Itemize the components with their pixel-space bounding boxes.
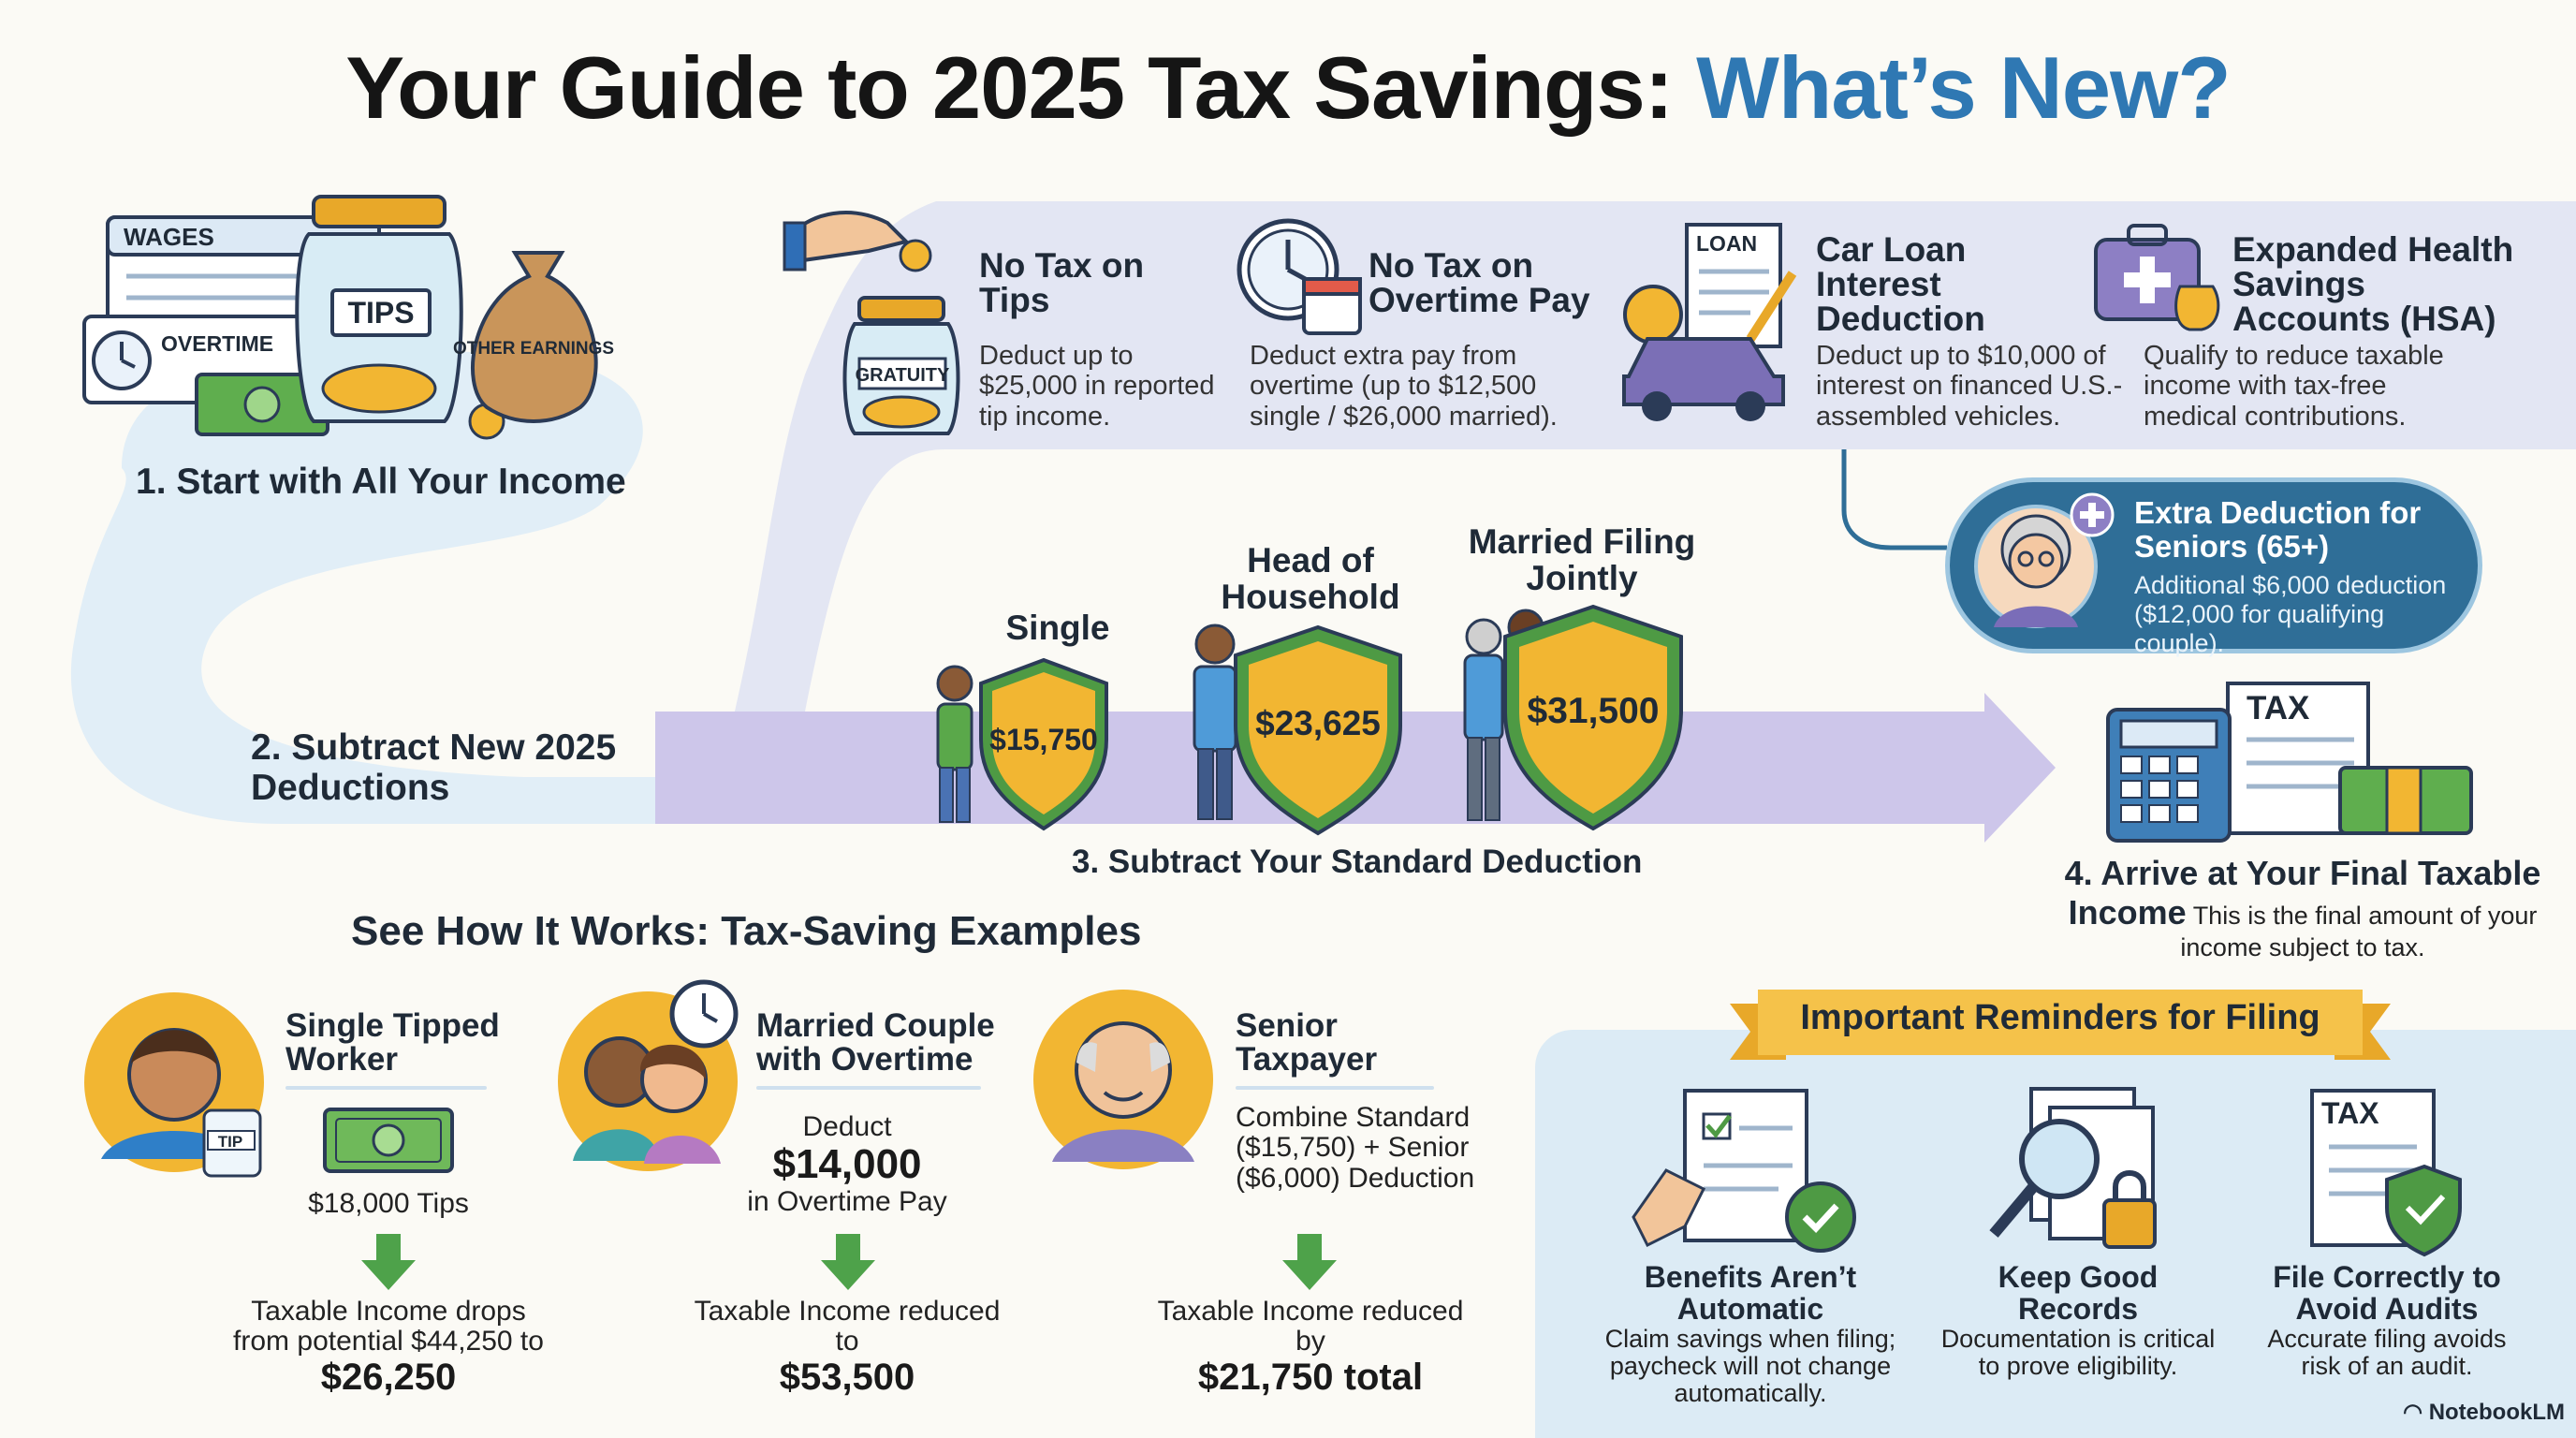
example3-down-arrow-icon [1282,1234,1337,1290]
deduction-hsa-title: Expanded Health Savings Accounts (HSA) [2232,230,2514,338]
senior-deduction-title: Extra Deduction for Seniors (65+) [2134,495,2422,564]
checklist-hand-icon [1632,1089,1856,1253]
svg-text:$31,500: $31,500 [1528,691,1660,731]
example1-name: Single Tipped Worker [285,1007,500,1078]
deduction-tips-desc: Deduct up to $25,000 in reported tip inc… [979,341,1215,432]
example2-name: Married Couple with Overtime [756,1007,995,1078]
example2-down-arrow-icon [821,1234,875,1290]
senior-avatar-icon [1974,492,2115,628]
filing-mfj-label: Married Filing Jointly [1468,522,1696,597]
example3-name: Senior Taxpayer [1236,1007,1378,1078]
svg-text:OTHER EARNINGS: OTHER EARNINGS [453,339,614,359]
final-tax-icon: TAX [2106,682,2473,843]
svg-text:TIP: TIP [218,1133,242,1151]
example3-detail: Combine Standard ($15,750) + Senior ($6,… [1236,1102,1475,1194]
head-of-household-person-icon [1193,624,1237,820]
step4-text: 4. Arrive at Your Final Taxable Income T… [2050,854,2555,963]
svg-text:WAGES: WAGES [124,223,214,251]
svg-text:GRATUITY: GRATUITY [856,365,950,386]
reminder3-desc: Accurate filing avoids risk of an audit. [2267,1325,2507,1381]
gratuity-jar-icon: GRATUITY [783,211,960,435]
step4-desc: This is the final amount of your income … [2180,902,2538,961]
money-bag-icon [471,251,598,423]
brand-logo-icon: ◠ [2403,1400,2429,1425]
example2-result: Taxable Income reduced to $53,500 [694,1296,1001,1398]
example1-rule [285,1086,487,1090]
tipped-worker-avatar-icon: TIP [84,992,264,1178]
reminder3-title: File Correctly to Avoid Audits [2273,1260,2501,1326]
medical-kit-icon [2094,224,2220,331]
deduction-overtime-desc: Deduct extra pay from overtime (up to $1… [1250,341,1558,432]
single-person-icon [936,665,973,823]
deduction-tips-title: No Tax on Tips [979,246,1145,319]
svg-text:LOAN: LOAN [1696,231,1757,256]
tax-shield-icon: TAX [2310,1089,2462,1257]
tips-jar-icon [295,195,527,440]
reminders-banner [1730,990,2391,1060]
reminders-banner-text: Important Reminders for Filing [1800,998,2320,1037]
example1-detail: $18,000 Tips [308,1188,469,1219]
brand-label: ◠ NotebookLM [2403,1400,2565,1425]
car-loan-icon: LOAN [1622,223,1797,421]
example2-detail: Deduct $14,000 in Overtime Pay [747,1111,947,1217]
example1-result: Taxable Income drops from potential $44,… [233,1296,544,1398]
reminder2-desc: Documentation is critical to prove eligi… [1940,1325,2216,1381]
example2-rule [756,1086,981,1090]
svg-text:TAX: TAX [2247,690,2310,726]
svg-text:TIPS: TIPS [347,296,414,330]
standard-deduction-shields: $15,750 $23,625 $31,500 [936,604,1683,836]
senior-taxpayer-avatar-icon [1033,990,1213,1169]
filing-hoh-label: Head of Household [1221,541,1400,616]
clock-calendar-icon [1237,218,1362,335]
deduction-overtime-title: No Tax on Overtime Pay [1368,246,1590,319]
income-sources-illustration: WAGES OVERTIME TIPS OTHER EARNINGS [82,195,614,440]
svg-text:$23,625: $23,625 [1255,704,1381,742]
senior-deduction-desc: Additional $6,000 deduction ($12,000 for… [2134,571,2447,658]
reminder2-title: Keep Good Records [1998,1260,2159,1326]
svg-text:OVERTIME: OVERTIME [161,331,273,356]
examples-heading: See How It Works: Tax-Saving Examples [351,908,1142,954]
step2-label: 2. Subtract New 2025 Deductions [251,727,617,808]
step1-label: 1. Start with All Your Income [136,462,626,502]
married-couple-avatar-icon [558,979,739,1171]
svg-text:$15,750: $15,750 [989,723,1098,756]
cash-bill-icon [323,1108,454,1173]
filing-single-label: Single [1005,609,1110,647]
example3-rule [1236,1086,1434,1090]
magnifier-lock-icon [1989,1087,2157,1249]
deduction-carloan-desc: Deduct up to $10,000 of interest on fina… [1816,341,2123,432]
svg-text:TAX: TAX [2321,1096,2379,1130]
deduction-hsa-desc: Qualify to reduce taxable income with ta… [2144,341,2444,432]
deduction-carloan-title: Car Loan Interest Deduction [1816,230,1985,338]
reminder1-desc: Claim savings when filing; paycheck will… [1604,1325,1896,1408]
reminder1-title: Benefits Aren’t Automatic [1644,1260,1857,1326]
example1-down-arrow-icon [361,1234,416,1290]
step3-label: 3. Subtract Your Standard Deduction [1072,844,1643,880]
page-title: Your Guide to 2025 Tax Savings: What’s N… [345,38,2231,137]
step4-label: 4. Arrive at Your Final Taxable Income [2064,854,2541,932]
example3-result: Taxable Income reduced by $21,750 total [1157,1296,1464,1398]
